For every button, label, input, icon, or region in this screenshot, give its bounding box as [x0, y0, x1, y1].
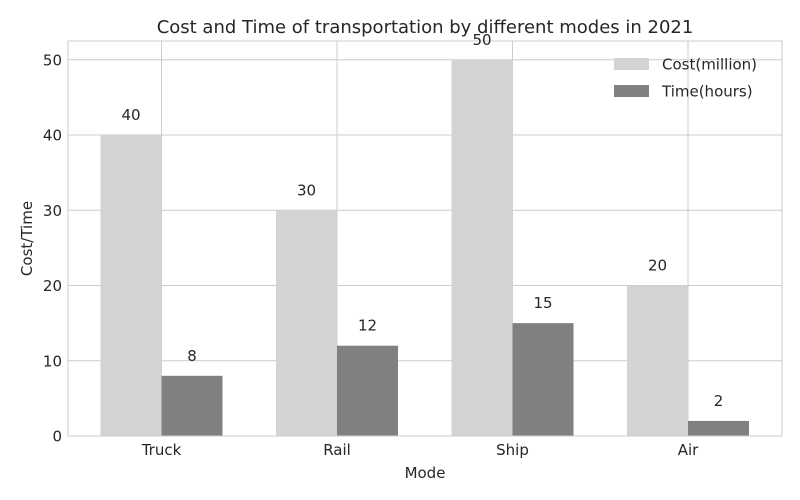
y-tick-label: 30 [43, 202, 62, 220]
legend-swatch [614, 58, 649, 70]
y-tick-label: 0 [52, 428, 62, 446]
bar-time-air [688, 421, 749, 436]
bars [101, 60, 750, 436]
y-axis-label: Cost/Time [18, 201, 36, 276]
x-tick-label: Truck [141, 441, 182, 459]
data-label: 40 [121, 106, 140, 124]
legend-swatch [614, 85, 649, 97]
legend-label: Cost(million) [662, 56, 757, 74]
x-axis-label: Mode [405, 464, 446, 482]
data-label: 30 [297, 181, 316, 199]
data-label: 8 [187, 347, 197, 365]
data-label: 15 [533, 294, 552, 312]
y-tick-labels: 0 10 20 30 40 50 [43, 51, 62, 445]
data-label: 12 [358, 317, 377, 335]
bar-cost-rail [276, 210, 337, 436]
bar-cost-ship [452, 60, 513, 436]
chart-title: Cost and Time of transportation by diffe… [157, 17, 694, 38]
x-tick-label: Air [678, 441, 699, 459]
y-tick-label: 20 [43, 277, 62, 295]
bar-cost-truck [101, 135, 162, 436]
x-tick-label: Ship [496, 441, 529, 459]
y-tick-label: 10 [43, 352, 62, 370]
bar-cost-air [627, 286, 688, 436]
bar-time-rail [337, 346, 398, 436]
y-tick-label: 50 [43, 51, 62, 69]
y-tick-label: 40 [43, 127, 62, 145]
data-label: 20 [648, 257, 667, 275]
x-tick-labels: Truck Rail Ship Air [141, 441, 699, 459]
bar-time-truck [162, 376, 223, 436]
bar-time-ship [513, 323, 574, 436]
legend: Cost(million) Time(hours) [614, 56, 757, 101]
x-tick-label: Rail [323, 441, 351, 459]
legend-label: Time(hours) [661, 83, 753, 101]
data-label: 2 [714, 392, 724, 410]
